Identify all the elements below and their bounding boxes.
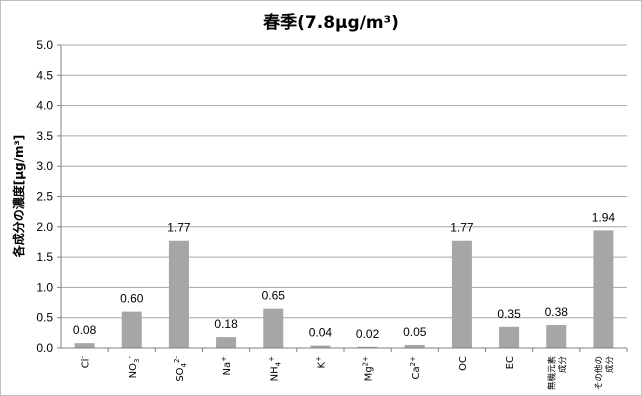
x-tick-label: SO42- [173, 356, 188, 382]
x-tick-label-line: その他の [593, 356, 604, 390]
x-tick-label: Cl- [79, 356, 92, 369]
y-tick-label: 2.5 [36, 190, 53, 204]
y-axis-label: 各成分の濃度[μg/m³] [11, 135, 26, 259]
x-tick-label: Mg2+ [362, 356, 375, 381]
chart-title: 春季(7.8μg/m³) [263, 12, 399, 33]
data-label: 0.18 [214, 317, 238, 331]
y-tick-label: 5.0 [36, 38, 53, 52]
data-label: 0.08 [73, 323, 97, 337]
y-tick-label: 1.5 [36, 250, 53, 264]
y-tick-label: 1.0 [36, 280, 53, 294]
bar [263, 308, 284, 348]
bar [310, 345, 331, 348]
bar [404, 344, 425, 348]
x-tick-label: その他の 成分 [593, 356, 615, 391]
x-tick-label-text: Mg2+ [362, 356, 375, 381]
data-label: 0.04 [309, 326, 333, 340]
axes [60, 45, 627, 349]
bar [451, 240, 472, 348]
bar [168, 240, 189, 348]
data-label: 0.02 [356, 327, 380, 341]
data-label: 1.94 [592, 210, 616, 224]
data-labels: 0.08 0.60 1.77 0.18 0.65 0.04 0.02 0.05 1.77 0.35… [73, 210, 616, 340]
x-tick-label: NH4+ [267, 356, 282, 381]
y-tick-label: 0.5 [36, 311, 53, 325]
x-tick-label-line: 無機元素 [546, 356, 557, 391]
x-tick-label: Na+ [220, 356, 233, 376]
x-tick-label-text: NO3- [126, 356, 141, 379]
data-label: 0.05 [403, 325, 427, 339]
x-tick-label-line: 成分 [604, 356, 615, 374]
data-label: 0.65 [262, 289, 286, 303]
x-tick-label: K+ [314, 356, 327, 369]
bars [74, 230, 614, 348]
x-axis-ticks: Cl-NO3-SO42-Na+NH4+K+Mg2+Ca2+ OC EC 無機元素 成分そ… [79, 348, 628, 391]
bar [499, 326, 520, 348]
data-label: 0.35 [497, 307, 521, 321]
x-tick-label-text: SO42- [173, 356, 188, 382]
y-tick-label: 0.0 [36, 341, 53, 355]
x-tick-label: NO3- [126, 356, 141, 379]
data-label: 0.38 [545, 305, 569, 319]
x-tick-label: 無機元素 成分 [546, 356, 568, 391]
x-tick-label: Ca2+ [409, 356, 422, 380]
bar [593, 230, 614, 348]
x-tick-label-text: OC [458, 356, 469, 371]
y-tick-label: 3.0 [36, 159, 53, 173]
bar [546, 324, 567, 348]
x-tick-label-text: K+ [314, 356, 327, 369]
y-tick-label: 2.0 [36, 220, 53, 234]
y-tick-label: 4.5 [36, 68, 53, 82]
x-tick-label: OC [458, 356, 469, 371]
y-axis-ticks: 0.0 0.5 1.0 1.5 2.0 2.5 3.0 3.5 4.0 4.5 5.0 [36, 38, 61, 355]
data-label: 1.77 [167, 221, 191, 235]
gridlines [61, 44, 627, 319]
y-tick-label: 3.5 [36, 129, 53, 143]
bar [121, 311, 142, 348]
data-label: 1.77 [450, 221, 474, 235]
x-tick-label-text: NH4+ [267, 356, 282, 381]
bar [74, 343, 95, 348]
x-tick-label: EC [505, 356, 516, 369]
x-tick-label-text: Na+ [220, 356, 233, 376]
x-tick-label-text: Cl- [79, 356, 92, 369]
y-tick-label: 4.0 [36, 99, 53, 113]
x-tick-label-text: EC [505, 356, 516, 369]
x-tick-label-line: 成分 [557, 356, 568, 374]
x-tick-label-text: Ca2+ [409, 356, 422, 380]
data-label: 0.60 [120, 292, 144, 306]
bar [216, 337, 237, 348]
bar [357, 346, 378, 348]
